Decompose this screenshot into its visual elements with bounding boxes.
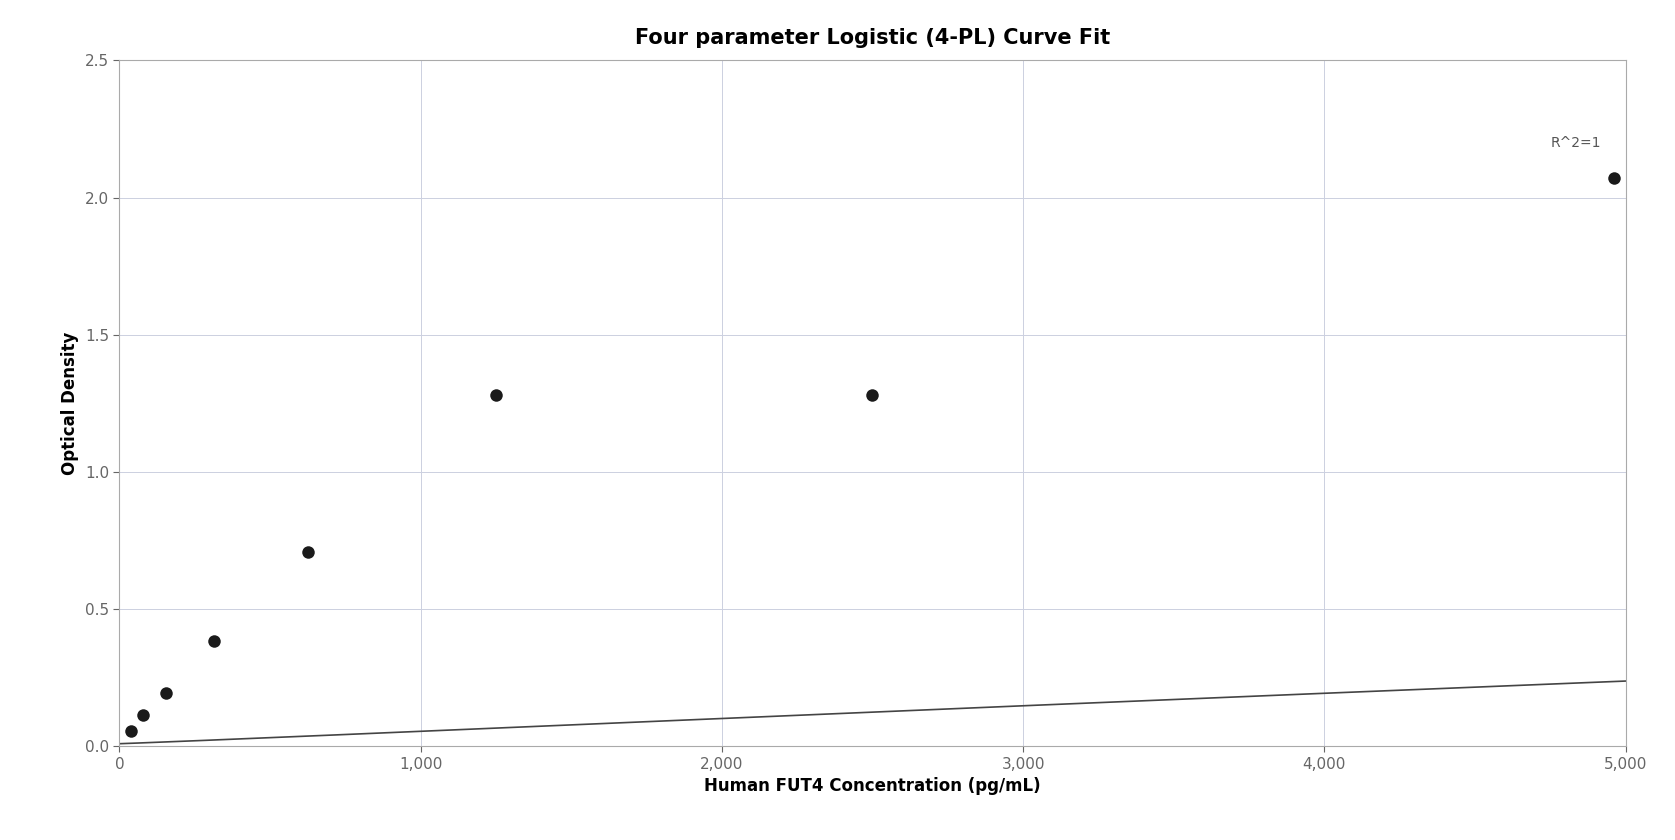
Point — [152, 686, 179, 700]
Text: R^2=1: R^2=1 — [1551, 136, 1601, 150]
Point — [295, 545, 322, 559]
Point — [482, 388, 509, 402]
Y-axis label: Optical Density: Optical Density — [62, 332, 79, 475]
Point — [199, 634, 226, 648]
Point — [117, 724, 144, 738]
Point — [859, 388, 886, 402]
Title: Four parameter Logistic (4-PL) Curve Fit: Four parameter Logistic (4-PL) Curve Fit — [635, 28, 1111, 48]
X-axis label: Human FUT4 Concentration (pg/mL): Human FUT4 Concentration (pg/mL) — [704, 778, 1040, 795]
Point — [1600, 171, 1626, 185]
Point — [129, 709, 156, 722]
